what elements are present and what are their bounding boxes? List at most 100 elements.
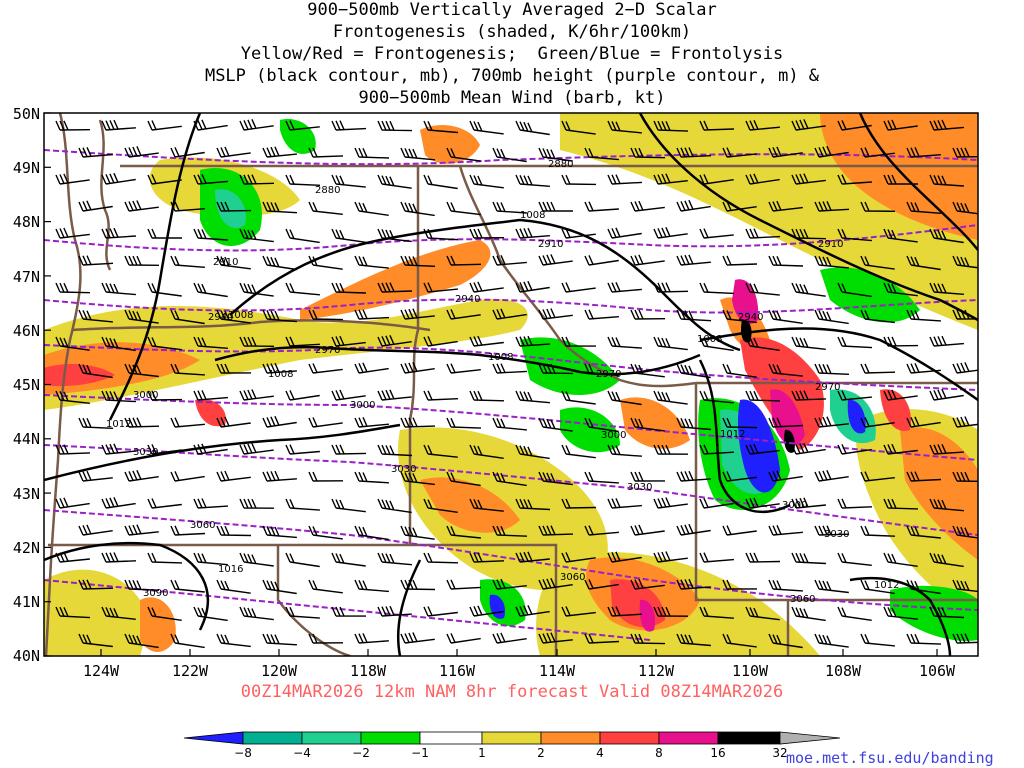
wind-barb [239, 119, 274, 131]
contour-labels: 2880 2880 2910 2910 2910 2940 2940 2940 … [106, 159, 899, 605]
wind-barb [630, 578, 665, 590]
wind-barb [492, 308, 527, 320]
colorbar-label: 32 [772, 746, 788, 760]
colorbar-label: 16 [710, 746, 726, 760]
wind-barb [952, 309, 978, 320]
wind-barb [377, 228, 412, 243]
wind-barb [492, 363, 528, 374]
wind-barb [722, 363, 757, 378]
wind-barb [78, 633, 113, 648]
height-label: 3000 [782, 500, 807, 511]
wind-barb [883, 389, 918, 401]
colorbar-swatch [481, 731, 542, 745]
wind-barb [745, 497, 780, 509]
wind-barb [745, 228, 781, 239]
wind-barb [630, 524, 665, 536]
wind-barb [515, 605, 550, 617]
mslp-label: 1008 [488, 352, 513, 363]
wind-barb [538, 254, 573, 266]
wind-barb [814, 416, 849, 428]
mslp-contour [44, 423, 401, 482]
wind-barb [308, 633, 344, 644]
wind-barb [814, 309, 849, 325]
fgen-orange-region [620, 397, 690, 449]
height-label: 2880 [315, 185, 340, 196]
wind-barb [791, 443, 826, 455]
latitude-labels: 50N 49N 48N 47N 46N 45N 44N 43N 42N 41N … [13, 105, 40, 665]
wind-barb [814, 633, 849, 648]
wind-barb [55, 497, 90, 509]
wind-barb [55, 390, 90, 404]
mslp-contour [108, 113, 202, 421]
mslp-contours [44, 113, 978, 656]
wind-barb [929, 552, 964, 568]
wind-barb [561, 336, 597, 347]
height-contour-2910 [44, 224, 978, 252]
wind-barb [722, 255, 758, 266]
wind-barb [607, 498, 642, 509]
wind-barb [147, 390, 183, 401]
wind-barb [285, 282, 320, 296]
wind-barb [515, 551, 550, 563]
fgen-orange-region [420, 125, 480, 164]
wind-barb [170, 309, 205, 325]
wind-barb [860, 147, 895, 158]
wind-barb [193, 443, 228, 455]
geographic-borders [44, 113, 978, 656]
wind-barb [630, 309, 666, 320]
wind-barb [216, 309, 251, 324]
wind-barb [308, 147, 344, 158]
wind-barb [170, 363, 205, 376]
wind-barb [446, 417, 482, 429]
lon-label: 108W [825, 662, 862, 680]
wind-barb [561, 552, 596, 563]
wind-barb [469, 498, 504, 512]
wind-barb [952, 362, 978, 374]
colorbar-swatch [658, 731, 719, 745]
fgen-orange-region [420, 477, 520, 533]
wind-barb [768, 363, 803, 377]
wind-barb [78, 363, 113, 379]
wind-barb [170, 255, 205, 268]
wind-barb [538, 363, 574, 375]
wind-barb [124, 363, 159, 378]
wind-barb [331, 228, 366, 243]
height-label: 3030 [391, 464, 416, 475]
wind-barb [446, 633, 481, 644]
wind-barb [722, 309, 757, 324]
wind-barb [78, 255, 114, 266]
wind-barb [400, 471, 435, 486]
wind-barb [837, 228, 872, 242]
wind-barb [285, 120, 320, 131]
wind-barb [354, 525, 389, 541]
wind-barb [929, 444, 964, 455]
wind-barb [354, 633, 389, 644]
wind-barb [952, 633, 978, 644]
wind-barb [55, 444, 91, 455]
wind-barb [722, 525, 757, 536]
wind-barb [607, 120, 642, 134]
source-credit: moe.met.fsu.edu/banding [786, 749, 994, 767]
wind-barb [538, 525, 574, 536]
height-label: 2910 [538, 239, 563, 250]
wind-barb [630, 200, 665, 212]
colorbar [183, 731, 841, 745]
wind-barb [55, 336, 90, 351]
wind-barb [837, 174, 872, 185]
wind-barb [768, 417, 804, 428]
mslp-contour [44, 541, 210, 631]
wind-barb [607, 174, 643, 185]
wind-barb [262, 201, 298, 214]
wind-barb [883, 228, 918, 243]
wind-barb [791, 552, 827, 565]
mslp-contour [858, 113, 978, 251]
wind-barb [308, 363, 343, 374]
wind-barb [423, 120, 458, 134]
wind-barb [446, 255, 482, 266]
wind-barb [170, 147, 205, 158]
wind-barb [55, 282, 91, 294]
wind-barb [400, 255, 436, 267]
lat-label: 46N [13, 322, 40, 340]
wind-barb [860, 201, 896, 212]
wind-barb [538, 308, 573, 320]
